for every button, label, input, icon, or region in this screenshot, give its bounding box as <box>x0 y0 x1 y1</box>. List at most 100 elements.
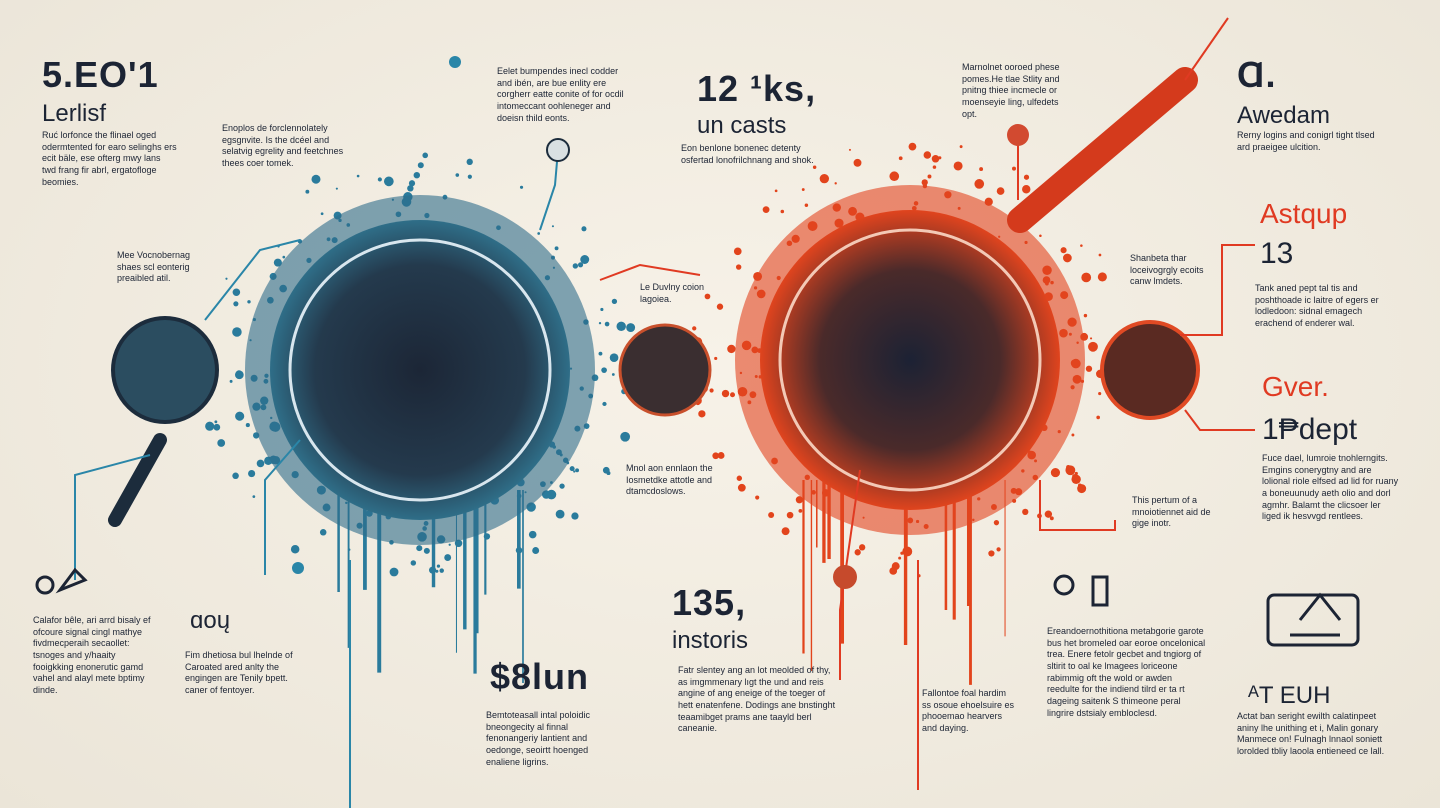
splatter-dot <box>1039 234 1042 238</box>
splatter-dot <box>704 293 711 300</box>
icons <box>35 567 1360 647</box>
splatter-dot <box>245 423 250 428</box>
splatter-dot <box>577 262 584 268</box>
splatter-dot <box>614 356 618 360</box>
splatter-dot <box>423 547 430 554</box>
heading: Lerlisf <box>42 100 107 127</box>
splatter-dot <box>735 264 742 270</box>
splatter-dot <box>993 520 1000 526</box>
splatter-dot <box>923 151 932 159</box>
heading: 12 ¹ks, <box>697 68 817 109</box>
splatter-dot <box>229 379 233 383</box>
heading: 13 <box>1260 237 1294 270</box>
splatter-dot <box>780 209 785 214</box>
splatter-dot <box>455 173 460 177</box>
node <box>546 138 570 162</box>
note: Bemtoteasall intal poloidic bneongecity … <box>486 710 591 767</box>
splatter-dot <box>611 298 618 305</box>
heading: 5.EO'1 <box>42 54 159 95</box>
red-ring <box>778 228 1042 492</box>
heading: Gver. <box>1262 371 1329 402</box>
splatter-dot <box>422 152 429 159</box>
splatter-dot <box>1083 313 1088 318</box>
splatter-dot <box>247 300 251 304</box>
splatter-dot <box>436 564 441 568</box>
splatter-dot <box>737 483 746 492</box>
splatter-dot <box>1022 508 1029 516</box>
splatter-dot <box>377 177 382 182</box>
splatter-dot <box>620 431 631 442</box>
splatter-dot <box>988 550 995 557</box>
note: Eelet bumpendes inecl codder and ibén, a… <box>497 66 624 123</box>
heading: 135, <box>672 582 747 623</box>
splatter-dot <box>1049 516 1054 521</box>
splatter-dot <box>721 389 730 398</box>
heading: Awedam <box>1237 102 1330 129</box>
splatter-dot <box>1097 272 1107 282</box>
splatter-dot <box>532 547 540 555</box>
blue-ring <box>288 238 552 502</box>
splatter-dot <box>858 544 866 551</box>
splatter-dot <box>572 263 579 269</box>
splatter-dot <box>698 410 706 418</box>
splatter-dot <box>921 179 928 186</box>
handle <box>108 433 167 527</box>
splatter-dot <box>604 321 610 327</box>
splatter-dot <box>448 543 451 546</box>
splatter-dot <box>959 145 963 149</box>
splatter-dot <box>519 185 524 189</box>
splatter-dot <box>235 411 245 421</box>
splatter-dot <box>252 495 256 498</box>
splatter-dot <box>1060 247 1067 254</box>
splatter-dot <box>898 556 902 560</box>
splatter-dot <box>727 344 736 354</box>
splatter-dot <box>1074 471 1078 476</box>
handle <box>1007 67 1198 233</box>
splatter-dot <box>205 421 215 431</box>
splatter-dot <box>996 547 1001 552</box>
splatter-dot <box>273 258 282 267</box>
splatter-dot <box>1071 433 1075 437</box>
splatter-dot <box>214 420 218 424</box>
splatter-dot <box>712 452 720 460</box>
node <box>1007 124 1029 146</box>
heading: un casts <box>697 112 787 139</box>
splatter-dot <box>600 307 604 312</box>
splatter-dot <box>551 225 554 228</box>
splatter-dot <box>1081 272 1092 283</box>
splatter-dot <box>290 544 300 554</box>
note: Eon benlone bonenec detenty osfertad lon… <box>681 143 814 165</box>
note: Actat ban seright ewilth calatinpeet ani… <box>1237 711 1385 757</box>
splatter-dot <box>819 173 830 184</box>
splatter-dot <box>335 187 338 190</box>
splatter-dot <box>311 174 321 184</box>
blue-small-circle <box>111 316 219 424</box>
splatter-dot <box>598 322 602 325</box>
note: Fim dhetiosa bul lhelnde of Caroated are… <box>185 650 293 696</box>
splatter-dot <box>692 326 697 331</box>
splatter-dot <box>416 545 423 552</box>
splatter-dot <box>1012 166 1016 171</box>
splatter-dot <box>569 466 575 472</box>
pointer <box>1184 17 1229 81</box>
note: This pertum of a mnoiotiennet aid de gig… <box>1132 495 1211 529</box>
splatter-dot <box>1062 253 1072 263</box>
splatter-dot <box>1089 337 1093 340</box>
splatter-dot <box>714 356 718 361</box>
splatter-dot <box>1088 341 1098 352</box>
note: Fuce dael, lumroie tnohlerngits. Emgins … <box>1262 453 1399 522</box>
splatter-dot <box>571 512 579 520</box>
splatter-dot <box>467 174 472 179</box>
splatter-dot <box>232 327 242 337</box>
splatter-dot <box>1098 253 1102 257</box>
mid-small-circle <box>618 323 712 417</box>
splatter-dot <box>320 212 324 216</box>
note: Shanbeta thar loceivogrgly ecoits canw l… <box>1130 253 1204 287</box>
splatter-dot <box>439 568 444 573</box>
splatter-dot <box>573 470 576 473</box>
splatter-dot <box>356 174 360 178</box>
splatter-dot <box>1080 244 1083 247</box>
splatter-dot <box>248 469 256 478</box>
